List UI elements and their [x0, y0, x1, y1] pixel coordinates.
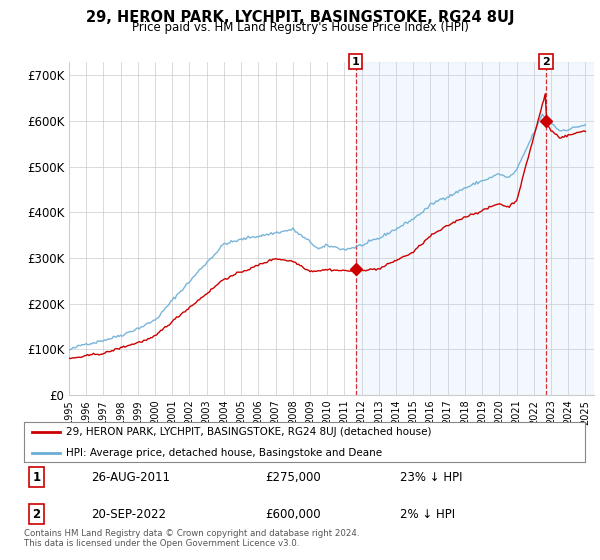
Bar: [356, 62, 594, 395]
Text: Price paid vs. HM Land Registry's House Price Index (HPI): Price paid vs. HM Land Registry's House …: [131, 21, 469, 34]
Text: Contains HM Land Registry data © Crown copyright and database right 2024.
This d: Contains HM Land Registry data © Crown c…: [24, 529, 359, 548]
Text: £275,000: £275,000: [265, 471, 321, 484]
Text: 29, HERON PARK, LYCHPIT, BASINGSTOKE, RG24 8UJ (detached house): 29, HERON PARK, LYCHPIT, BASINGSTOKE, RG…: [66, 427, 431, 437]
Text: 1: 1: [32, 471, 40, 484]
Text: 1: 1: [352, 57, 359, 67]
Text: 2% ↓ HPI: 2% ↓ HPI: [400, 508, 455, 521]
Text: 23% ↓ HPI: 23% ↓ HPI: [400, 471, 463, 484]
Text: 2: 2: [542, 57, 550, 67]
Text: £600,000: £600,000: [265, 508, 321, 521]
Text: 2: 2: [32, 508, 40, 521]
Text: 20-SEP-2022: 20-SEP-2022: [91, 508, 166, 521]
Text: 29, HERON PARK, LYCHPIT, BASINGSTOKE, RG24 8UJ: 29, HERON PARK, LYCHPIT, BASINGSTOKE, RG…: [86, 10, 514, 25]
Text: 26-AUG-2011: 26-AUG-2011: [91, 471, 170, 484]
Text: HPI: Average price, detached house, Basingstoke and Deane: HPI: Average price, detached house, Basi…: [66, 448, 382, 458]
